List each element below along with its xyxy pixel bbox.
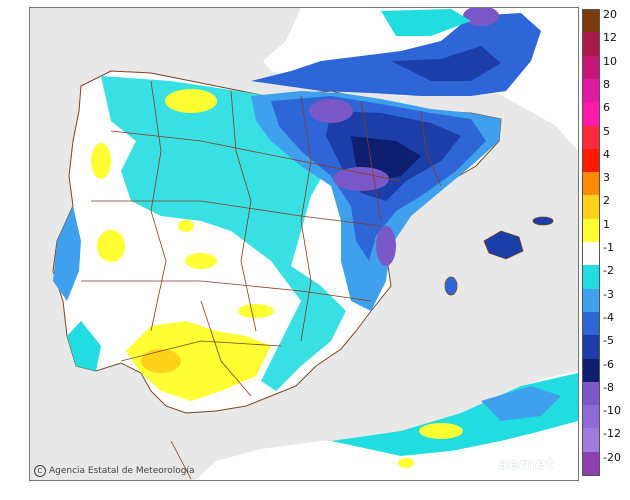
legend-tick-label: -6 <box>603 357 614 371</box>
legend-tick-label: -2 <box>603 264 614 278</box>
legend-swatch <box>582 428 600 453</box>
africa-border <box>170 440 192 480</box>
legend-swatch <box>582 32 600 57</box>
legend-swatch <box>582 381 600 406</box>
mallorca-island <box>483 230 524 260</box>
legend-swatch <box>582 9 600 34</box>
credit-text: Agencia Estatal de Meteorología <box>49 466 195 476</box>
blue-anomaly-portugal <box>53 206 81 301</box>
legend-swatch <box>582 358 600 383</box>
menorca-island <box>532 216 554 226</box>
legend-swatch <box>582 78 600 103</box>
yellow-patch-africa <box>419 423 463 439</box>
legend-tick-label: 5 <box>603 124 610 138</box>
legend-tick-label: 2 <box>603 194 610 208</box>
legend-swatch <box>582 288 600 313</box>
legend-tick-label: 8 <box>603 77 610 91</box>
aemet-logo: aemet <box>498 455 554 473</box>
navy-anomaly-france <box>391 46 501 81</box>
legend-tick-label: 6 <box>603 101 610 115</box>
legend-swatch <box>582 335 600 359</box>
legend-tick-label: 20 <box>603 8 617 21</box>
gold-patch-andalusia <box>141 349 181 373</box>
legend-tick-label: 10 <box>603 54 617 68</box>
yellow-patch-portugal <box>97 230 125 262</box>
north-africa-landmass <box>196 371 578 480</box>
yellow-patch-centre <box>185 253 217 269</box>
legend-swatch <box>582 451 600 477</box>
blue-anomaly-africa <box>481 386 561 421</box>
legend-swatch <box>582 55 600 80</box>
cyan-anomaly-band <box>101 76 346 391</box>
legend-tick-label: 1 <box>603 217 610 231</box>
legend-swatch <box>582 242 600 266</box>
cyan-anomaly-france <box>381 9 471 36</box>
legend-tick-label: -8 <box>603 380 614 394</box>
ibiza-island <box>444 276 458 296</box>
copyright-icon: C <box>34 465 46 477</box>
credit-line: C Agencia Estatal de Meteorología <box>34 465 195 477</box>
legend-tick-label: -10 <box>603 404 621 418</box>
yellow-patch-africa-2 <box>398 458 414 468</box>
legend-swatch <box>582 405 600 429</box>
yellow-patch-north <box>165 89 217 113</box>
legend-swatch <box>582 172 600 196</box>
color-legend: 20 12 10 8 6 5 4 3 2 1 -1 -2 -3 -4 -5 -6 -8 -10 -12 -20 <box>582 9 628 479</box>
cyan-anomaly-algarve <box>67 321 101 371</box>
purple-patch-ebro <box>309 99 353 123</box>
legend-tick-label: 12 <box>603 31 617 45</box>
purple-patch-valencia <box>376 226 396 266</box>
yellow-patch-madrid <box>178 220 194 232</box>
legend-tick-label: -20 <box>603 450 621 464</box>
purple-patch-alps <box>463 8 499 26</box>
map-canvas <box>30 8 578 480</box>
legend-swatch <box>582 265 600 290</box>
legend-tick-label: -4 <box>603 310 614 324</box>
yellow-patch-lamancha <box>238 304 274 318</box>
legend-swatch <box>582 311 600 336</box>
yellow-anomaly-andalusia <box>126 321 271 401</box>
legend-tick-label: -1 <box>603 241 614 254</box>
legend-tick-label: -5 <box>603 334 614 348</box>
legend-tick-label: 4 <box>603 147 610 161</box>
legend-swatch <box>582 125 600 150</box>
legend-swatch <box>582 102 600 126</box>
region-borders <box>81 80 442 397</box>
legend-tick-label: -3 <box>603 287 614 301</box>
legend-swatch <box>582 195 600 220</box>
purple-patch-iberico <box>333 167 389 191</box>
yellow-patch-galicia <box>91 143 111 179</box>
legend-tick-label: -12 <box>603 427 621 441</box>
legend-swatch <box>582 148 600 173</box>
legend-swatch <box>582 218 600 243</box>
temperature-anomaly-map <box>29 7 579 481</box>
legend-tick-label: 3 <box>603 171 610 185</box>
